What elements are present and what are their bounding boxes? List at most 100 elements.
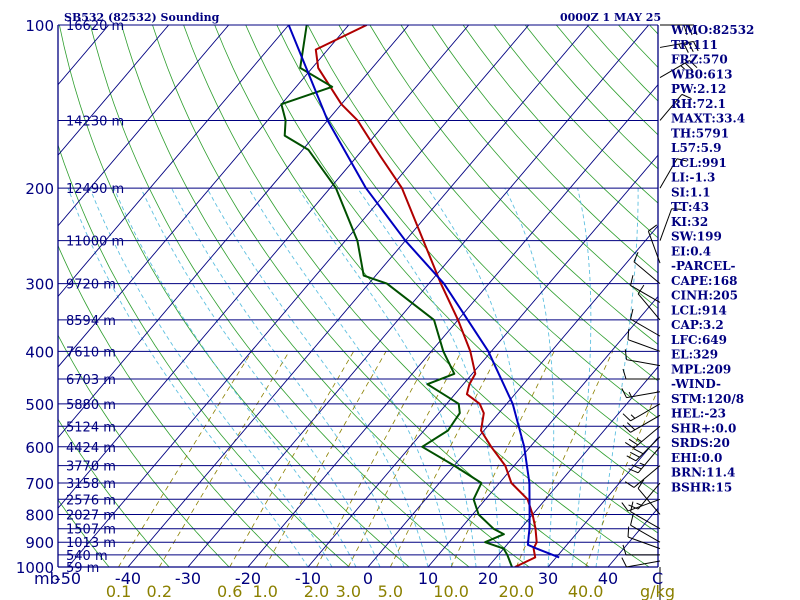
index-value: SHR+:0.0 bbox=[671, 421, 736, 435]
wind-barb-staff bbox=[630, 524, 661, 543]
wind-barb-staff bbox=[659, 94, 683, 121]
wind-barb-staff bbox=[633, 465, 661, 488]
isotherm bbox=[367, 225, 658, 567]
wind-barb bbox=[659, 93, 692, 121]
dewpoint-line bbox=[280, 25, 513, 567]
wind-barb-half-feather bbox=[678, 24, 681, 31]
wind-barb-feather bbox=[671, 208, 683, 210]
height-label: 540 m bbox=[66, 549, 108, 564]
pressure-tick-label: 100 bbox=[25, 17, 54, 35]
isotherm bbox=[187, 25, 650, 567]
temperature-tick-label: -10 bbox=[295, 569, 321, 588]
isotherm bbox=[58, 25, 470, 509]
wind-barb-staff bbox=[630, 403, 661, 422]
wind-barb bbox=[630, 308, 661, 337]
height-label: 9720 m bbox=[66, 278, 116, 293]
pressure-tick-label: 600 bbox=[25, 439, 54, 457]
moist-adiabat bbox=[113, 188, 357, 567]
moist-adiabat bbox=[140, 188, 381, 567]
valid-time: 0000Z 1 MAY 25 bbox=[560, 11, 661, 24]
height-label: 5880 m bbox=[66, 398, 116, 413]
wind-barb bbox=[621, 557, 661, 568]
mixing-ratio-tick-label: 0.1 bbox=[106, 582, 131, 600]
height-label: 2027 m bbox=[66, 508, 116, 523]
isotherm bbox=[58, 25, 410, 439]
wind-barb-feather bbox=[622, 424, 631, 433]
plot-frame bbox=[57, 24, 659, 568]
wind-barb bbox=[621, 388, 661, 399]
wind-barb-feather bbox=[689, 60, 698, 69]
wind-barb-staff bbox=[627, 498, 661, 512]
index-value: WB0:613 bbox=[670, 67, 732, 81]
wind-barb bbox=[637, 479, 661, 515]
index-value: TT:43 bbox=[671, 200, 709, 214]
parcel-line bbox=[287, 25, 560, 559]
wind-barb-feather bbox=[628, 468, 639, 474]
wind-barb-staff bbox=[630, 318, 661, 337]
height-label: 1507 m bbox=[66, 523, 116, 538]
wind-barb-feather bbox=[681, 93, 692, 99]
wind-barb-half-feather bbox=[680, 65, 685, 70]
pressure-tick-label: 900 bbox=[25, 534, 54, 552]
mixing-ratio-unit-label: g/kg bbox=[640, 582, 675, 600]
wind-barb bbox=[626, 436, 661, 462]
mixing-ratio-tick-label: 0.2 bbox=[147, 582, 172, 600]
wind-barb-feather bbox=[637, 479, 645, 489]
wind-barb-staff bbox=[637, 482, 661, 510]
wind-barb-feather bbox=[628, 504, 639, 510]
wind-barb-staff bbox=[635, 436, 661, 462]
index-value: SI:1.1 bbox=[671, 185, 711, 199]
index-value: LI:-1.3 bbox=[671, 171, 715, 185]
height-label: 4424 m bbox=[66, 441, 116, 456]
wind-barb bbox=[659, 567, 661, 600]
temperature-tick-label: -20 bbox=[235, 569, 261, 588]
wind-barb-feather bbox=[683, 43, 689, 53]
index-value: PW:2.12 bbox=[671, 82, 726, 96]
temperature-unit-label: C bbox=[652, 569, 663, 588]
wind-barb-staff bbox=[637, 488, 661, 515]
index-value: MPL:209 bbox=[671, 362, 731, 376]
moist-adiabat bbox=[248, 187, 453, 567]
wind-barb-feather bbox=[630, 308, 634, 320]
wind-barb-feather bbox=[627, 526, 630, 538]
index-value: KI:32 bbox=[671, 215, 708, 229]
index-value: CINH:205 bbox=[671, 289, 738, 303]
wind-barb bbox=[624, 349, 661, 367]
height-label: 5124 m bbox=[66, 420, 116, 435]
wind-barb-feather bbox=[633, 448, 644, 455]
pressure-tick-label: 300 bbox=[25, 276, 54, 294]
wind-barb bbox=[624, 465, 661, 488]
wind-barb-feather bbox=[676, 158, 688, 162]
temperature-tick-label: 30 bbox=[538, 569, 558, 588]
sounding-indices: WMO:82532TP:111FRZ:570WB0:613PW:2.12RH:7… bbox=[670, 23, 754, 494]
height-label: 11000 m bbox=[66, 235, 124, 250]
height-label: 16620 m bbox=[66, 19, 124, 34]
pressure-unit-label: mb bbox=[34, 569, 60, 588]
wind-barb bbox=[621, 498, 661, 512]
index-value: EI:0.4 bbox=[671, 244, 711, 258]
wind-barb bbox=[624, 425, 661, 449]
pressure-tick-label: 1000 bbox=[16, 559, 54, 577]
pressure-tick-label: 700 bbox=[25, 475, 54, 493]
wind-barb-feather bbox=[688, 24, 693, 36]
index-value: BSHR:15 bbox=[671, 480, 732, 494]
wind-barb-staff bbox=[659, 60, 690, 78]
wind-barb-feather bbox=[626, 422, 636, 431]
index-value: CAPE:168 bbox=[671, 274, 738, 288]
pressure-tick-label: 400 bbox=[25, 343, 54, 361]
height-label: 7610 m bbox=[66, 345, 116, 360]
isotherm bbox=[58, 25, 350, 368]
mixing-ratio-tick-label: 40.0 bbox=[568, 582, 604, 600]
wind-barb-feather bbox=[631, 464, 642, 470]
wind-barb-feather bbox=[630, 451, 640, 458]
wind-barb-feather bbox=[688, 42, 694, 52]
mixing-ratio-tick-label: 10.0 bbox=[433, 582, 469, 600]
index-value: WMO:82532 bbox=[670, 23, 754, 37]
mixing-ratio-tick-label: 1.0 bbox=[252, 582, 277, 600]
wind-barb-feather bbox=[693, 24, 698, 36]
wind-barb-half-feather bbox=[636, 502, 642, 506]
wind-barb-staff bbox=[630, 511, 661, 530]
index-value: LFC:649 bbox=[671, 333, 727, 347]
temperature-tick-label: 0 bbox=[363, 569, 373, 588]
